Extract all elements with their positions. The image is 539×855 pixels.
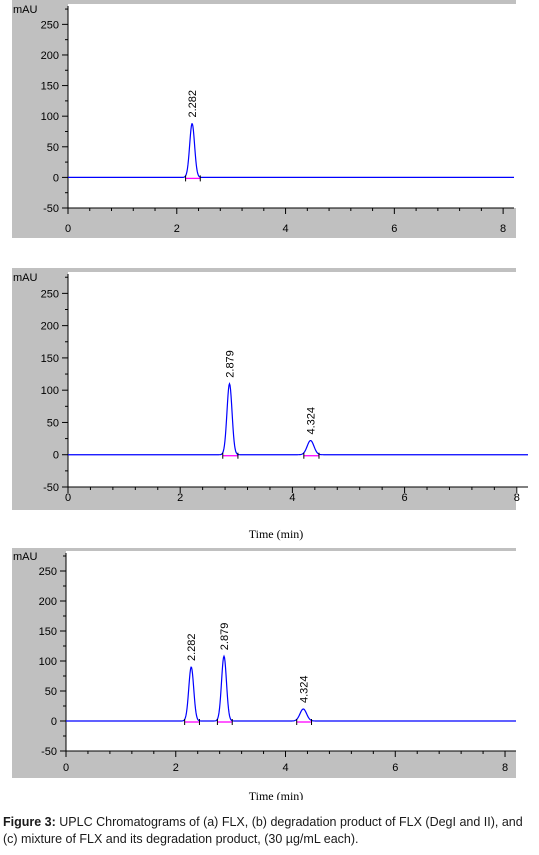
x-tick-label: 6 xyxy=(391,223,397,235)
y-tick-label: -50 xyxy=(43,482,59,494)
y-tick-label: 250 xyxy=(41,19,59,31)
chromatogram-trace xyxy=(68,123,514,178)
peak-retention-label: 2.282 xyxy=(186,633,198,661)
y-tick-label: 50 xyxy=(47,417,59,429)
y-tick-label: 150 xyxy=(41,353,59,365)
y-tick-label: 50 xyxy=(45,686,57,698)
chromatogram-trace xyxy=(66,654,516,722)
x-axis-label: Time (min) xyxy=(249,789,304,800)
y-tick-label: 250 xyxy=(41,288,59,300)
x-tick-label: 0 xyxy=(65,492,71,504)
y-tick-label: 50 xyxy=(47,142,59,154)
figure-caption: Figure 3: UPLC Chromatograms of (a) FLX,… xyxy=(3,814,537,848)
chromatogram-panel-1: mAU -50 0 50 100 150 200 250 0 2 4 6 8 2.282 xyxy=(12,0,516,238)
plot-area xyxy=(68,4,516,208)
chromatogram-trace xyxy=(68,381,528,456)
x-tick-label: 0 xyxy=(65,223,71,235)
peak-retention-label: 2.282 xyxy=(187,90,199,118)
chromatogram-panel-2: mAU -50 0 50 100 150 200 250 0 2 4 6 8 2.879 4.324 Time… xyxy=(12,268,534,541)
peak-retention-label: 4.324 xyxy=(298,675,310,703)
y-tick-label: 0 xyxy=(53,450,59,462)
y-tick-label: 0 xyxy=(53,172,59,184)
caption-label: Figure 3: xyxy=(3,815,56,829)
x-tick-label: 6 xyxy=(392,762,398,774)
x-tick-label: 4 xyxy=(282,762,288,774)
y-tick-label: 0 xyxy=(51,716,57,728)
plot-area xyxy=(68,272,534,487)
x-tick-label: 2 xyxy=(174,223,180,235)
y-tick-label: 250 xyxy=(39,566,57,578)
y-tick-label: 150 xyxy=(41,81,59,93)
x-tick-label: 4 xyxy=(289,492,295,504)
y-tick-label: 100 xyxy=(41,111,59,123)
y-tick-label: -50 xyxy=(43,203,59,215)
x-tick-label: 8 xyxy=(514,492,520,504)
y-axis-label: mAU xyxy=(13,272,38,284)
y-axis-label: mAU xyxy=(13,4,38,16)
x-tick-label: 6 xyxy=(402,492,408,504)
plot-area xyxy=(66,551,522,751)
x-tick-label: 8 xyxy=(500,223,506,235)
y-tick-label: 150 xyxy=(39,626,57,638)
x-axis-label: Time (min) xyxy=(249,527,304,541)
chromatogram-panel-3: mAU -50 0 50 100 150 200 250 0 2 4 6 8 2.282 2.879 4.32… xyxy=(12,548,522,800)
peak-retention-label: 2.879 xyxy=(225,350,237,378)
x-tick-label: 2 xyxy=(173,762,179,774)
x-tick-label: 4 xyxy=(282,223,288,235)
y-tick-label: 100 xyxy=(41,385,59,397)
peak-retention-label: 4.324 xyxy=(306,407,318,435)
x-tick-label: 8 xyxy=(502,762,508,774)
y-tick-label: 200 xyxy=(41,50,59,62)
x-tick-label: 0 xyxy=(63,762,69,774)
y-tick-label: 200 xyxy=(39,596,57,608)
caption-text: UPLC Chromatograms of (a) FLX, (b) degra… xyxy=(3,815,523,846)
x-tick-label: 2 xyxy=(177,492,183,504)
y-tick-label: 200 xyxy=(41,321,59,333)
peak-retention-label: 2.879 xyxy=(219,623,231,651)
y-tick-label: 100 xyxy=(39,656,57,668)
y-tick-label: -50 xyxy=(41,746,57,758)
y-axis-label: mAU xyxy=(13,551,38,563)
